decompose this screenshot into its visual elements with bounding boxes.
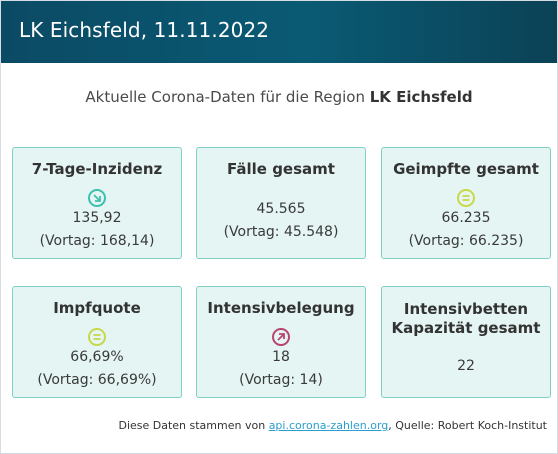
subtitle-region: LK Eichsfeld	[369, 88, 473, 106]
page-subtitle: Aktuelle Corona-Daten für die Region LK …	[1, 88, 557, 106]
card-7-tage-inzidenz: 7-Tage-Inzidenz 135,92 (Vortag: 168,14)	[12, 147, 182, 259]
card-value: 45.565	[256, 201, 306, 217]
footer-source: Diese Daten stammen von api.corona-zahle…	[118, 419, 547, 432]
card-value: 135,92	[72, 210, 122, 226]
card-value: 66,69%	[70, 349, 124, 365]
header-bar: LK Eichsfeld, 11.11.2022	[1, 1, 557, 63]
card-title: 7-Tage-Inzidenz	[31, 160, 163, 178]
footer-prefix: Diese Daten stammen von	[118, 419, 266, 432]
card-title: Geimpfte gesamt	[393, 160, 539, 178]
header-title: LK Eichsfeld, 11.11.2022	[19, 18, 270, 42]
card-value: 18	[272, 349, 290, 365]
card-impfquote: Impfquote 66,69% (Vortag: 66,69%)	[12, 286, 182, 398]
card-title: Intensivbetten Kapazität gesamt	[382, 300, 550, 338]
equal-icon	[88, 328, 106, 346]
trend-down-icon	[88, 189, 106, 207]
subtitle-prefix: Aktuelle Corona-Daten für die Region	[85, 88, 365, 106]
card-previous: (Vortag: 168,14)	[39, 233, 155, 249]
card-previous: (Vortag: 66,69%)	[37, 372, 157, 388]
card-intensivbelegung: Intensivbelegung 18 (Vortag: 14)	[196, 286, 366, 398]
card-title-line-1: Intensivbetten	[403, 300, 529, 318]
card-value: 22	[457, 358, 475, 374]
card-previous: (Vortag: 45.548)	[223, 224, 339, 240]
card-title-line-2: Kapazität gesamt	[391, 319, 541, 337]
card-faelle-gesamt: Fälle gesamt 45.565 (Vortag: 45.548)	[196, 147, 366, 259]
card-geimpfte-gesamt: Geimpfte gesamt 66.235 (Vortag: 66.235)	[381, 147, 551, 259]
card-previous: (Vortag: 66.235)	[408, 233, 524, 249]
card-value: 66.235	[441, 210, 491, 226]
card-intensivbetten-kapazitaet: Intensivbetten Kapazität gesamt 22	[381, 286, 551, 398]
source-link[interactable]: api.corona-zahlen.org	[268, 419, 389, 432]
card-previous: (Vortag: 14)	[239, 372, 323, 388]
card-title: Fälle gesamt	[227, 160, 335, 178]
equal-icon	[457, 189, 475, 207]
card-title: Intensivbelegung	[207, 299, 355, 317]
trend-up-icon	[272, 328, 290, 346]
card-title: Impfquote	[53, 299, 141, 317]
footer-suffix: , Quelle: Robert Koch-Institut	[388, 419, 547, 432]
